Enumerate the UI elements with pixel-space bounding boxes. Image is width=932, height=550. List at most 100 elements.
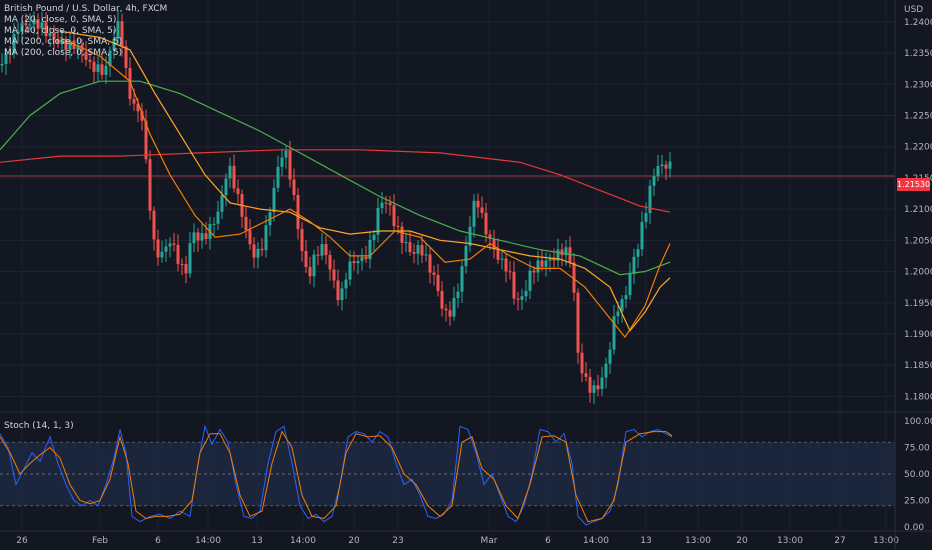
time-tick-label: 13:00: [777, 536, 803, 546]
candle-body: [256, 248, 260, 258]
candle-body: [468, 226, 472, 246]
time-tick-label: 20: [348, 536, 360, 546]
candle-body: [152, 210, 156, 240]
candle-body: [464, 245, 468, 267]
candle-body: [320, 244, 324, 256]
candle-body: [124, 46, 128, 68]
candle-body: [400, 226, 404, 243]
price-tick-label: 1.23000: [904, 80, 932, 90]
stoch-tick-label: 0.00: [904, 523, 924, 533]
candle-body: [612, 316, 616, 350]
candle-body: [48, 33, 52, 37]
candle-body: [664, 164, 668, 169]
last-price-tag: 1.21530: [897, 178, 931, 191]
candle-body: [324, 244, 328, 256]
candle-body: [592, 385, 596, 393]
candle-body: [424, 254, 428, 256]
candle-body: [284, 150, 288, 158]
stoch-label[interactable]: Stoch (14, 1, 3): [4, 421, 74, 431]
candle-body: [608, 349, 612, 364]
candle-body: [652, 176, 656, 186]
candle-body: [312, 254, 316, 277]
price-tick-label: 1.22000: [904, 143, 932, 153]
time-tick-label: 27: [834, 536, 845, 546]
candle-body: [444, 308, 448, 311]
candle-body: [448, 310, 452, 317]
candle-body: [404, 242, 408, 244]
stoch-tick-label: 50.00: [904, 470, 930, 480]
candle-body: [364, 257, 368, 260]
candle-body: [300, 228, 304, 251]
stoch-tick-label: 75.00: [904, 444, 930, 454]
candle-body: [276, 166, 280, 188]
ma-200b-label[interactable]: MA (200, close, 0, SMA, 5): [4, 48, 123, 58]
candle-body: [120, 21, 124, 47]
candle-body: [92, 61, 96, 72]
candle-body: [184, 263, 188, 274]
candle-body: [228, 165, 232, 179]
price-tick-label: 1.18500: [904, 361, 932, 371]
candle-body: [20, 23, 24, 32]
candle-body: [220, 195, 224, 212]
time-tick-label: 14:00: [290, 536, 316, 546]
candle-body: [632, 256, 636, 274]
candle-body: [144, 120, 148, 160]
price-tick-label: 1.18000: [904, 392, 932, 402]
candle-body: [476, 200, 480, 208]
symbol-header[interactable]: British Pound / U.S. Dollar, 4h, FXCM: [4, 4, 168, 14]
candle-body: [472, 200, 476, 227]
price-tick-label: 1.19500: [904, 299, 932, 309]
candle-body: [280, 157, 284, 167]
candle-body: [584, 373, 588, 377]
candle-body: [308, 266, 312, 277]
candle-body: [116, 21, 120, 39]
candle-body: [164, 246, 168, 252]
candle-body: [376, 207, 380, 235]
candle-body: [572, 262, 576, 293]
candle-body: [516, 298, 520, 300]
candle-body: [148, 159, 152, 211]
candle-body: [456, 291, 460, 299]
candle-body: [260, 248, 264, 251]
candle-body: [636, 249, 640, 257]
candle-body: [588, 376, 592, 393]
candle-body: [76, 44, 80, 50]
ma-200a-label[interactable]: MA (200, close, 0, SMA, 5): [4, 37, 123, 47]
candle-body: [520, 296, 524, 300]
candle-body: [136, 103, 140, 112]
price-tick-label: 1.19000: [904, 330, 932, 340]
candle-body: [192, 232, 196, 244]
candle-body: [564, 247, 568, 256]
candle-body: [384, 202, 388, 204]
candle-body: [668, 161, 672, 169]
candle-body: [648, 185, 652, 214]
candle-body: [660, 164, 664, 167]
candle-body: [160, 251, 164, 258]
time-tick-label: 13: [251, 536, 262, 546]
candle-body: [244, 216, 248, 231]
candle-body: [576, 292, 580, 353]
candle-body: [28, 24, 32, 26]
candle-body: [544, 260, 548, 267]
candle-body: [304, 250, 308, 267]
candle-body: [56, 39, 60, 44]
candle-body: [396, 226, 400, 228]
candle-body: [420, 245, 424, 256]
candle-body: [616, 311, 620, 317]
price-tick-label: 1.20000: [904, 268, 932, 278]
candle-body: [624, 295, 628, 300]
candle-body: [416, 245, 420, 254]
ma-lines: [0, 30, 673, 526]
candle-body: [580, 352, 584, 374]
time-tick-label: 20: [736, 536, 748, 546]
candle-body: [540, 260, 544, 267]
currency-label: USD: [904, 5, 923, 15]
candle-body: [332, 269, 336, 281]
candle-body: [100, 64, 104, 75]
candle-body: [292, 179, 296, 195]
candle-body: [128, 67, 132, 100]
ma-20-label[interactable]: MA (20, close, 0, SMA, 5): [4, 15, 117, 25]
ma-40-label[interactable]: MA (40, close, 0, SMA, 5): [4, 26, 117, 36]
candle-body: [296, 194, 300, 229]
